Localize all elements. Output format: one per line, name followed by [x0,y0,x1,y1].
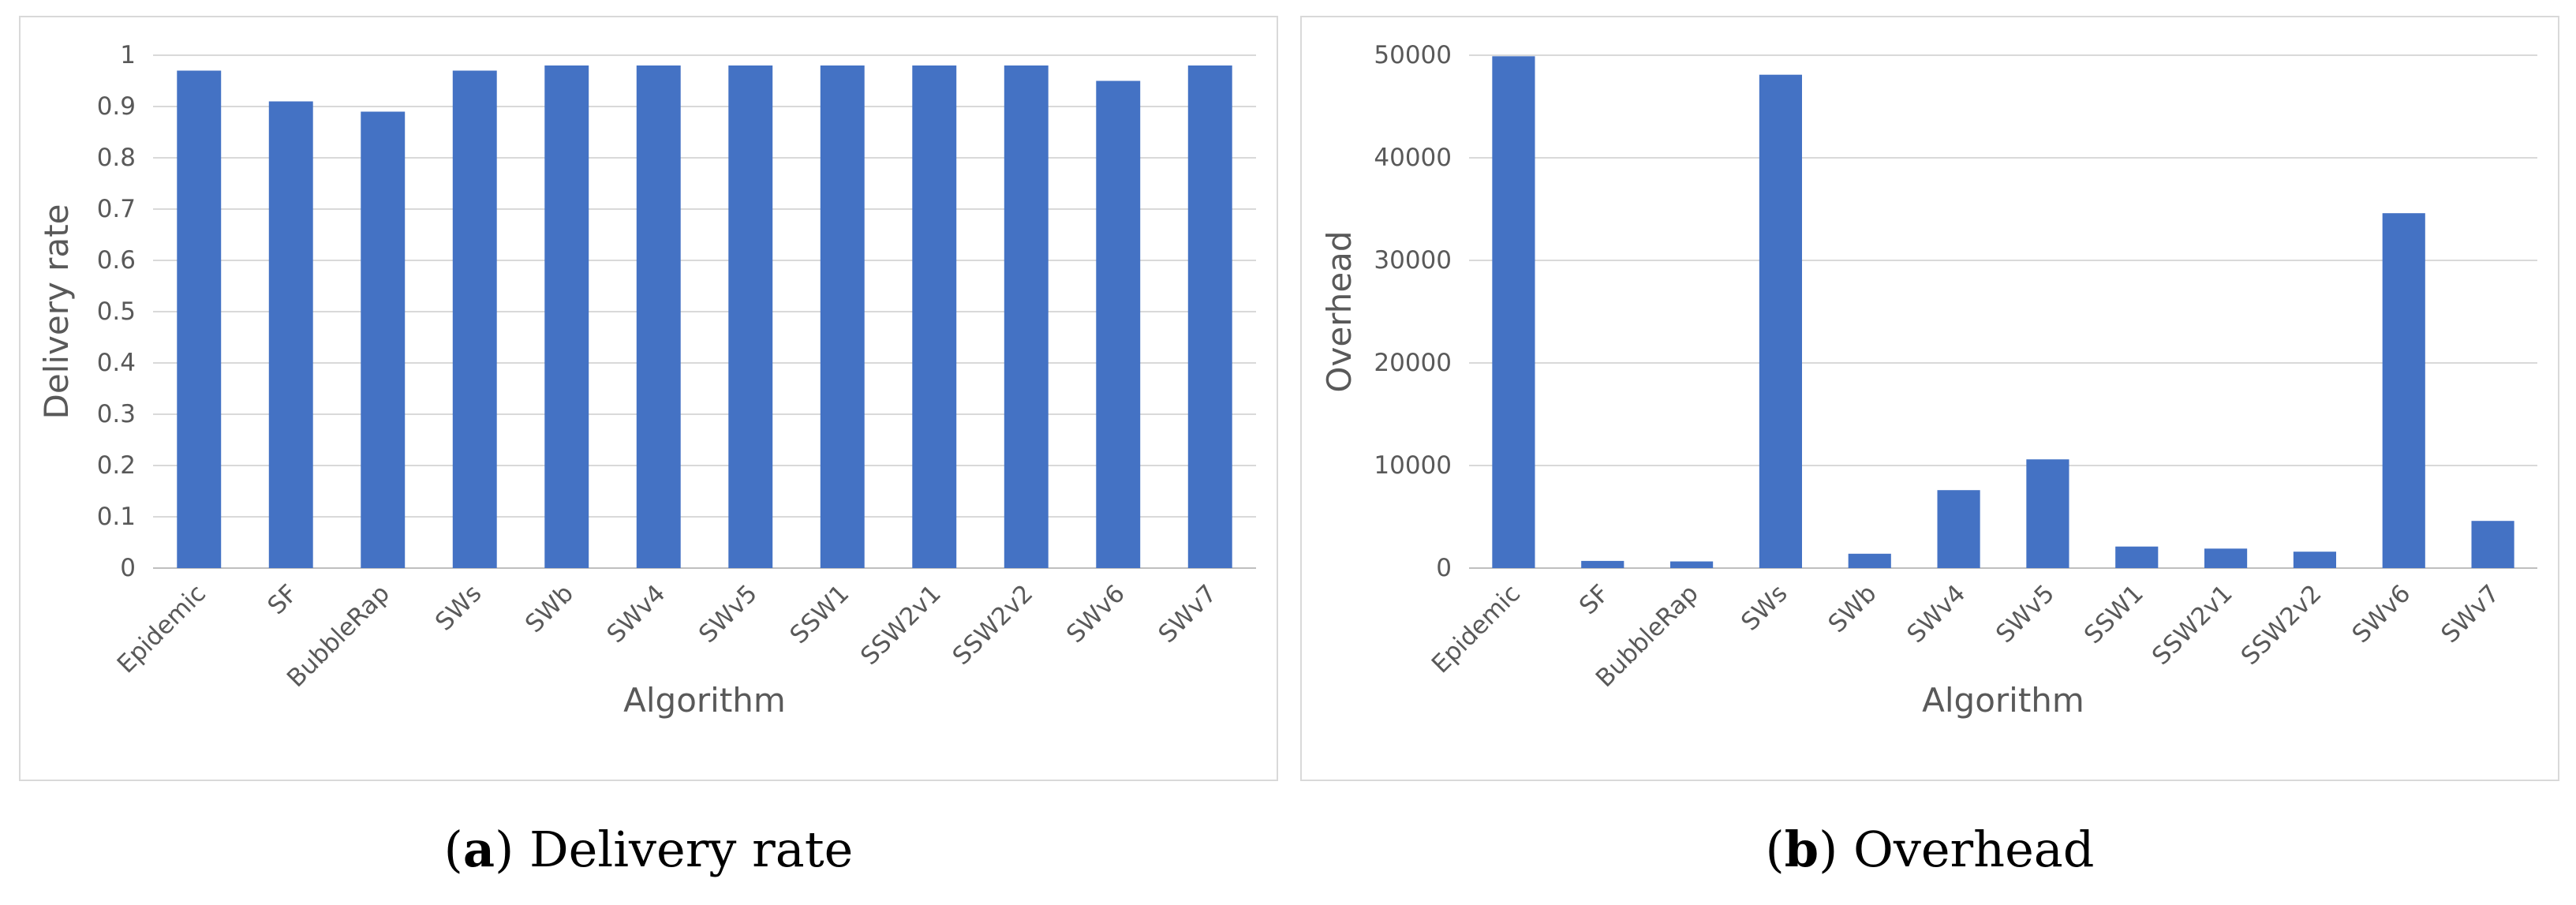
bar-bubblerap [1670,561,1714,568]
bar-ssw1 [2115,546,2159,568]
y-tick-label: 0.5 [97,297,136,326]
x-tick-label: SWv4 [601,579,671,649]
bar-sws [452,70,497,568]
bar-swv6 [1096,80,1141,568]
y-tick-label: 50000 [1374,41,1452,69]
bar-ssw2v2 [1004,65,1049,568]
y-tick-label: 0.3 [97,400,136,428]
y-tick-label: 10000 [1374,451,1452,480]
bar-ssw1 [820,65,865,568]
x-tick-label: SWv6 [1061,579,1131,649]
bar-swv4 [636,65,681,568]
x-tick-label: SSW2v2 [2236,579,2327,671]
x-tick-label: SWv4 [1901,579,1971,649]
y-tick-label: 1 [120,41,136,69]
bar-swv5 [2026,459,2069,568]
caption-label-b: b [1784,821,1819,878]
overhead-chart: 0 10000 20000 30000 40000 50000 Epidemic SF Bubb… [1300,16,2559,781]
y-tick-label: 0.1 [97,503,136,531]
bar-swv7 [2471,521,2514,568]
x-tick-label: SWv6 [2346,579,2416,649]
y-tick-label: 0.2 [97,451,136,480]
x-tick-label: SSW1 [2079,579,2149,649]
x-tick-label: SWv7 [2436,579,2505,649]
bar-swb [1848,553,1891,568]
y-tick-label: 0 [120,554,136,582]
bar-ssw2v1 [2204,548,2248,568]
x-tick-label: SSW1 [784,579,854,649]
caption-text-a: Delivery rate [529,821,854,878]
x-tick-label: SWb [520,579,579,638]
bar-sf [1581,560,1624,568]
caption-label-a: a [462,821,495,878]
y-tick-label: 20000 [1374,349,1452,377]
bar-ssw2v1 [912,65,957,568]
caption-text-b: Overhead [1853,821,2095,878]
bar-swv5 [728,65,773,568]
bar-swv4 [1937,490,1980,568]
x-tick-label: Epidemic [112,579,211,679]
x-tick-label: SWv5 [1991,579,2060,649]
bar-epidemic [177,70,222,568]
caption-delivery-rate: (a) Delivery rate [443,821,854,878]
x-tick-label: SSW2v1 [855,579,947,671]
y-tick-label: 0.7 [97,195,136,223]
bar-ssw2v2 [2293,552,2336,568]
x-tick-label: SF [262,579,303,620]
bar-sws [1759,74,1802,568]
caption-overhead: (b) Overhead [1765,821,2095,878]
x-tick-label: SSW2v1 [2147,579,2238,671]
bar-swv7 [1187,65,1232,568]
x-tick-label: SF [1574,579,1615,620]
y-tick-label: 0 [1436,554,1452,582]
y-tick-label: 0.8 [97,144,136,172]
x-tick-label: SWv5 [694,579,763,649]
x-axis-title: Algorithm [623,681,786,720]
bar-swv6 [2382,213,2425,568]
y-tick-label: 0.6 [97,246,136,275]
x-tick-label: Epidemic [1426,579,1526,679]
bar-bubblerap [361,111,406,568]
x-tick-label: SWv7 [1153,579,1222,649]
y-axis-title: Delivery rate [37,204,76,420]
x-tick-label: SWs [430,579,487,636]
y-tick-label: 0.4 [97,349,136,377]
bar-sf [268,101,313,568]
x-tick-label: SWs [1736,579,1793,636]
y-tick-label: 30000 [1374,246,1452,275]
y-axis-title: Overhead [1320,230,1359,392]
y-tick-label: 0.9 [97,92,136,121]
bar-epidemic [1492,56,1535,569]
x-tick-label: SSW2v2 [948,579,1039,671]
delivery-rate-chart: 0 0.1 0.2 0.3 0.4 0.5 0.6 0.7 0.8 0.9 1 Epidemic SF B… [19,16,1278,781]
bar-swb [544,65,589,568]
x-axis-title: Algorithm [1922,681,2084,720]
x-tick-label: SWb [1823,579,1882,638]
y-tick-label: 40000 [1374,144,1452,172]
